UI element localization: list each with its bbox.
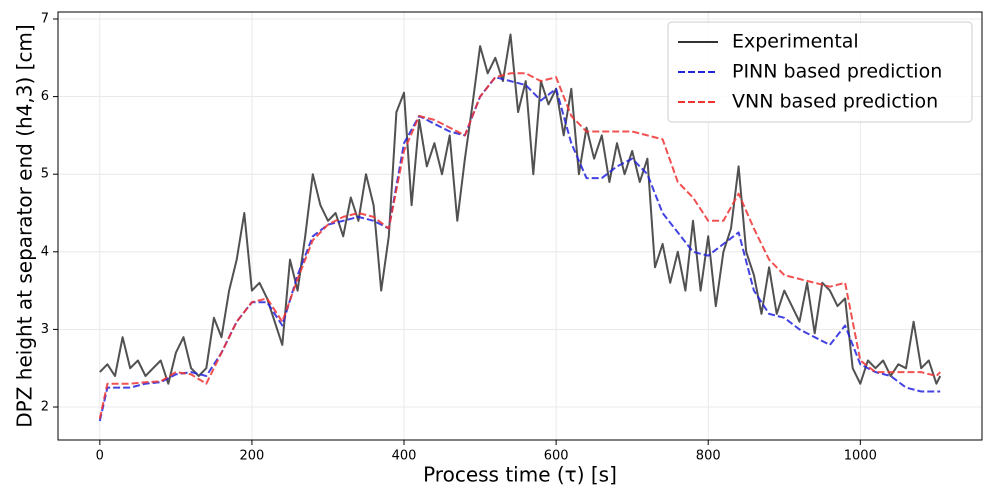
y-tick-label: 6 <box>41 89 49 104</box>
x-tick-label: 600 <box>544 449 569 464</box>
series-line <box>98 76 941 422</box>
series-line <box>98 72 941 419</box>
series-line <box>99 33 942 385</box>
y-tick-label: 7 <box>41 11 49 26</box>
x-tick-label: 800 <box>696 449 721 464</box>
y-tick-label: 2 <box>41 400 49 415</box>
x-tick-label: 0 <box>96 449 104 464</box>
x-tick-label: 400 <box>392 449 417 464</box>
y-tick-label: 3 <box>41 322 49 337</box>
y-tick-label: 4 <box>41 244 49 259</box>
y-axis-label: DPZ height at separator end (h4,3) [cm] <box>13 24 37 427</box>
y-tick-label: 5 <box>41 167 49 182</box>
legend-label: Experimental <box>732 31 859 53</box>
legend: Experimental PINN based prediction VNN bas… <box>667 21 973 123</box>
x-tick-label: 200 <box>240 449 265 464</box>
legend-label: VNN based prediction <box>732 91 938 113</box>
legend-label: PINN based prediction <box>732 61 942 83</box>
legend-box <box>667 21 973 123</box>
x-tick-label: 1000 <box>844 449 877 464</box>
plot-frame <box>57 11 983 441</box>
x-axis-label: Process time (τ) [s] <box>423 463 617 487</box>
